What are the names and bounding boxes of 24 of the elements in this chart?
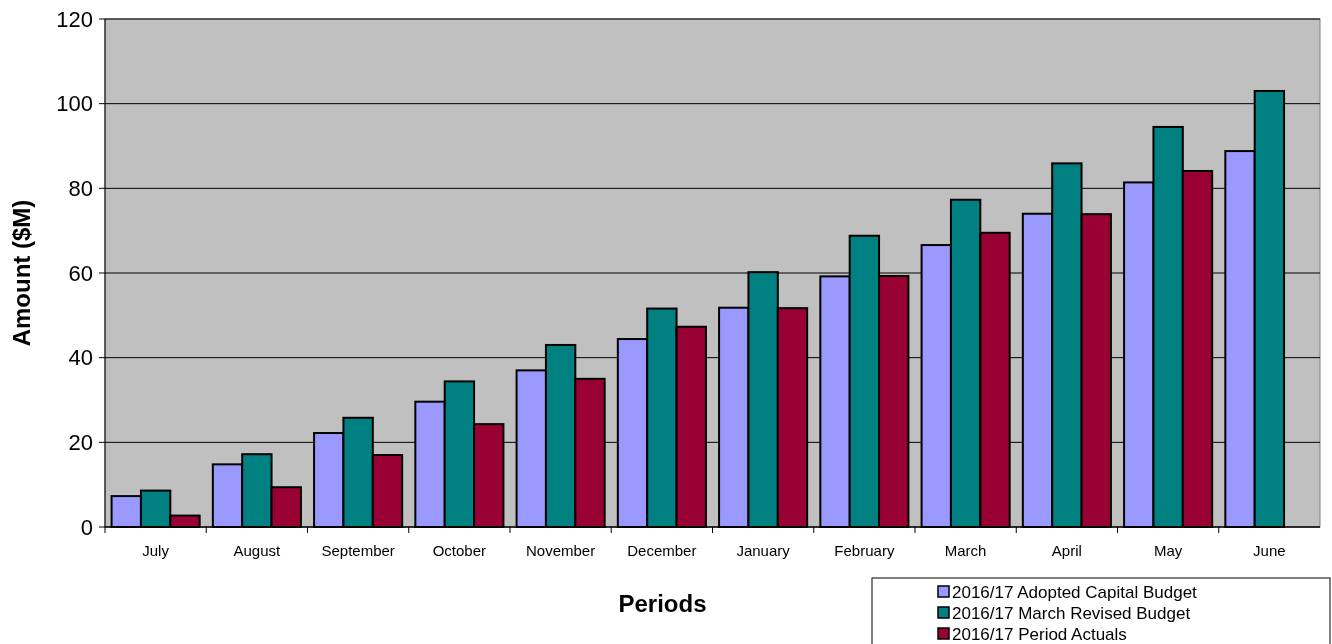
x-tick-label: January: [736, 542, 791, 559]
x-axis-title: Periods: [618, 590, 707, 617]
y-tick-label: 120: [56, 6, 93, 32]
y-tick-label: 100: [56, 91, 93, 117]
y-tick-label: 60: [68, 260, 93, 286]
x-tick-label: August: [233, 542, 282, 559]
x-tick-label: June: [1253, 542, 1286, 559]
y-tick-label: 80: [68, 176, 93, 202]
x-tick-label: October: [432, 542, 487, 559]
x-tick-label: March: [944, 542, 987, 559]
x-tick-label: May: [1153, 542, 1183, 559]
legend-label: 2016/17 Adopted Capital Budget: [952, 582, 1198, 602]
y-tick-label: 0: [80, 514, 93, 540]
x-tick-label: July: [142, 542, 170, 559]
legend-label: 2016/17 Period Actuals: [952, 624, 1127, 644]
x-tick-label: February: [834, 542, 895, 559]
x-tick-label: September: [321, 542, 395, 559]
x-tick-label: November: [526, 542, 596, 559]
y-tick-label: 20: [68, 430, 93, 456]
x-tick-label: April: [1051, 542, 1082, 559]
y-tick-label: 40: [68, 345, 93, 371]
x-tick-label: December: [627, 542, 697, 559]
legend-label: 2016/17 March Revised Budget: [952, 603, 1191, 623]
y-axis-title: Amount ($M): [8, 199, 35, 347]
